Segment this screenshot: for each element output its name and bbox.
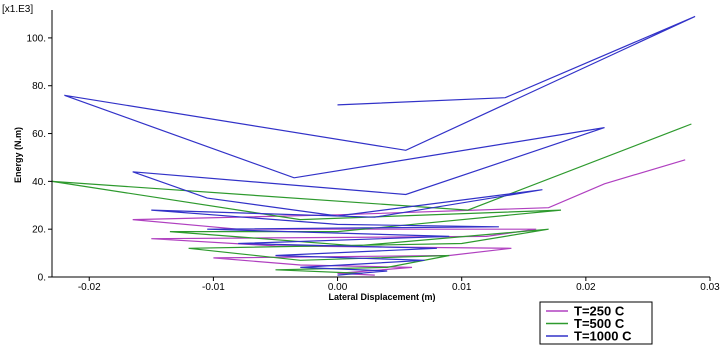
y-tick-label: 60. xyxy=(32,129,46,140)
y-multiplier-label: [x1.E3] xyxy=(2,4,33,15)
series-line-3 xyxy=(64,15,696,276)
x-tick-label: 0.03 xyxy=(700,282,720,293)
x-tick-label: -0.02 xyxy=(78,282,101,293)
legend-label: T=1000 C xyxy=(574,329,632,344)
y-tick-label: 80. xyxy=(32,81,46,92)
plot-area xyxy=(51,15,696,276)
series-line-2 xyxy=(51,123,692,274)
x-tick-label: 0.01 xyxy=(452,282,472,293)
y-tick-label: 0. xyxy=(38,273,46,284)
x-tick-label: -0.01 xyxy=(202,282,225,293)
series-line-1 xyxy=(132,159,686,276)
x-tick-label: 0.00 xyxy=(328,282,348,293)
legend-label: T=250 C xyxy=(574,304,625,319)
y-tick-label: 40. xyxy=(32,177,46,188)
y-tick-label: 20. xyxy=(32,225,46,236)
legend: T=250 CT=500 CT=1000 C xyxy=(539,301,653,345)
x-axis-label: Lateral Displacement (m) xyxy=(328,292,435,302)
y-axis-label: Energy (N.m) xyxy=(13,127,23,183)
legend-label: T=500 C xyxy=(574,316,625,331)
y-tick-label: 100. xyxy=(27,33,46,44)
x-tick-label: 0.02 xyxy=(576,282,596,293)
axes: 0. 20. 40. 60. 80. 100. -0.02 -0.01 0.00 0.01 0.02… xyxy=(27,10,720,293)
